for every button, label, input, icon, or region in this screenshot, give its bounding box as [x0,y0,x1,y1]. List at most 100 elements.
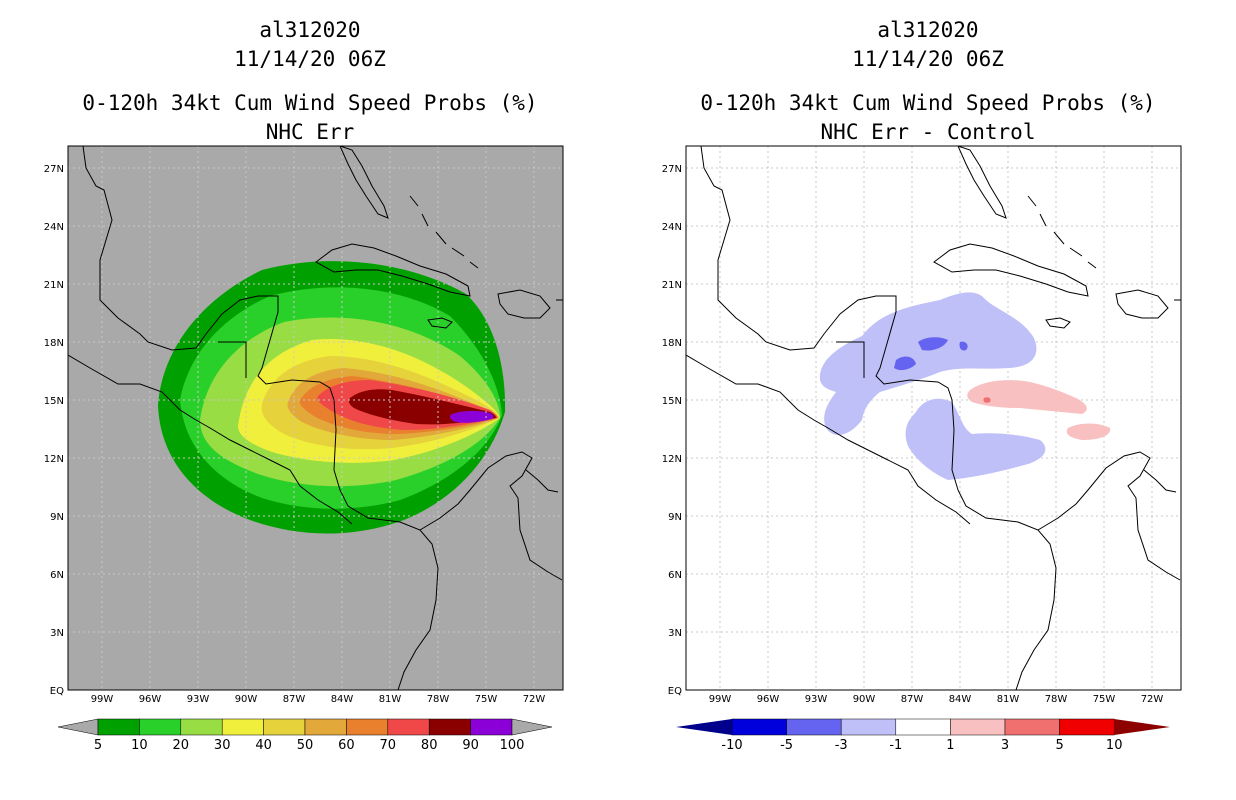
diff-neg-5-to-3-region-2 [894,356,916,371]
left-lat-label: EQ [50,686,64,697]
diff-pos-1-to-3-region [967,380,1087,414]
left-colorbar-label: 10 [131,738,148,753]
right-lon-label: 87W [901,694,924,705]
right-lon-label: 81W [997,694,1020,705]
left-lon-label: 75W [475,694,498,705]
left-lon-label: 78W [427,694,450,705]
right-colorbar-label: 1 [946,738,954,753]
right-lat-label: 18N [662,338,682,349]
left-colorbar-box [428,718,471,736]
left-lat-label: 12N [44,454,64,465]
right-lat-label: 9N [668,512,682,523]
left-lon-label: 84W [331,694,354,705]
right-lat-label: 15N [662,396,682,407]
right-colorbar-under-arrow [676,719,732,735]
left-map-frame [67,145,564,691]
axis-labels: 27N 24N 21N 18N 15N 12N 9N 6N 3N EQ 99W 96W 93W 90W 87… [44,164,1164,705]
left-colorbar-box [346,718,389,736]
left-colorbar-box [180,718,223,736]
right-colorbar-box [731,718,787,736]
left-datetime: 11/14/20 06Z [234,47,386,71]
left-subtitle: NHC Err [265,120,355,144]
left-probability-contours [68,146,563,690]
diff-neg-5-to-3-region-1 [918,337,948,351]
right-lon-label: 93W [805,694,828,705]
right-colorbar-box [840,718,897,736]
left-colorbar-box [470,718,513,736]
right-difference-contours [819,292,1111,480]
left-lon-label: 72W [523,694,546,705]
right-colorbar-box [895,718,951,736]
right-colorbar-box [1004,718,1060,736]
right-lon-label: 72W [1141,694,1164,705]
right-colorbar: -10 -5 -3 -1 1 3 5 10 [676,718,1170,753]
right-colorbar-box [786,718,842,736]
right-subtitle: NHC Err - Control [820,120,1036,144]
right-colorbar-label: 5 [1055,738,1063,753]
right-colorbar-label: -10 [721,738,742,753]
diff-pos-3-to-5-region [983,397,991,403]
right-lat-label: 27N [662,164,682,175]
right-colorbar-box [950,718,1006,736]
left-lat-label: 9N [50,512,64,523]
left-colorbar-box [304,718,347,736]
left-lon-label: 93W [187,694,210,705]
right-colorbar-label: 10 [1106,738,1123,753]
left-colorbar-box [263,718,306,736]
prob-90-contour [449,410,494,423]
left-colorbar-label: 20 [173,738,190,753]
left-colorbar-label: 50 [297,738,314,753]
right-colorbar-label: -1 [889,738,902,753]
right-lon-label: 84W [949,694,972,705]
right-lat-label: 24N [662,222,682,233]
right-product-title: 0-120h 34kt Cum Wind Speed Probs (%) [700,91,1156,115]
right-lon-label: 96W [757,694,780,705]
right-lon-label: 78W [1045,694,1068,705]
left-lon-label: 90W [235,694,258,705]
left-colorbar-box [139,718,182,736]
left-storm-id: al312020 [259,18,361,42]
left-colorbar: 5 10 20 30 40 50 60 70 80 90 100 [57,718,553,753]
right-colorbar-label: -3 [835,738,848,753]
left-product-title: 0-120h 34kt Cum Wind Speed Probs (%) [82,91,538,115]
left-lat-label: 24N [44,222,64,233]
diff-neg-3-to-1-south-region [905,398,1046,480]
right-map-frame [685,145,1182,691]
left-lat-label: 21N [44,280,64,291]
left-colorbar-label: 60 [338,738,355,753]
left-lon-label: 87W [283,694,306,705]
right-storm-id: al312020 [877,18,979,42]
left-colorbar-label: 80 [421,738,438,753]
left-colorbar-label: 40 [255,738,272,753]
left-colorbar-label: 100 [500,738,525,753]
left-colorbar-label: 90 [462,738,479,753]
right-lat-label: 12N [662,454,682,465]
left-lon-label: 96W [139,694,162,705]
left-colorbar-over-arrow [511,718,553,736]
right-colorbar-label: -5 [780,738,793,753]
left-colorbar-under-arrow [57,718,99,736]
diff-pos-1-to-3-east-region [1066,423,1111,440]
right-lon-label: 99W [709,694,732,705]
right-lat-label: EQ [668,686,682,697]
left-lon-label: 81W [379,694,402,705]
right-lon-label: 90W [853,694,876,705]
diff-neg-5-to-3-region-3 [959,341,968,351]
left-lat-label: 27N [44,164,64,175]
left-colorbar-box [221,718,264,736]
left-lon-label: 99W [91,694,114,705]
right-lat-label: 21N [662,280,682,291]
right-lat-label: 3N [668,628,682,639]
left-lat-label: 15N [44,396,64,407]
right-lat-label: 6N [668,570,682,581]
left-colorbar-label: 70 [380,738,397,753]
right-datetime: 11/14/20 06Z [852,47,1004,71]
left-lat-label: 6N [50,570,64,581]
left-colorbar-label: 5 [94,738,102,753]
left-colorbar-box [387,718,430,736]
diff-neg-3-to-1-region [819,292,1037,435]
right-colorbar-label: 3 [1001,738,1009,753]
left-colorbar-label: 30 [214,738,231,753]
right-lon-label: 75W [1093,694,1116,705]
